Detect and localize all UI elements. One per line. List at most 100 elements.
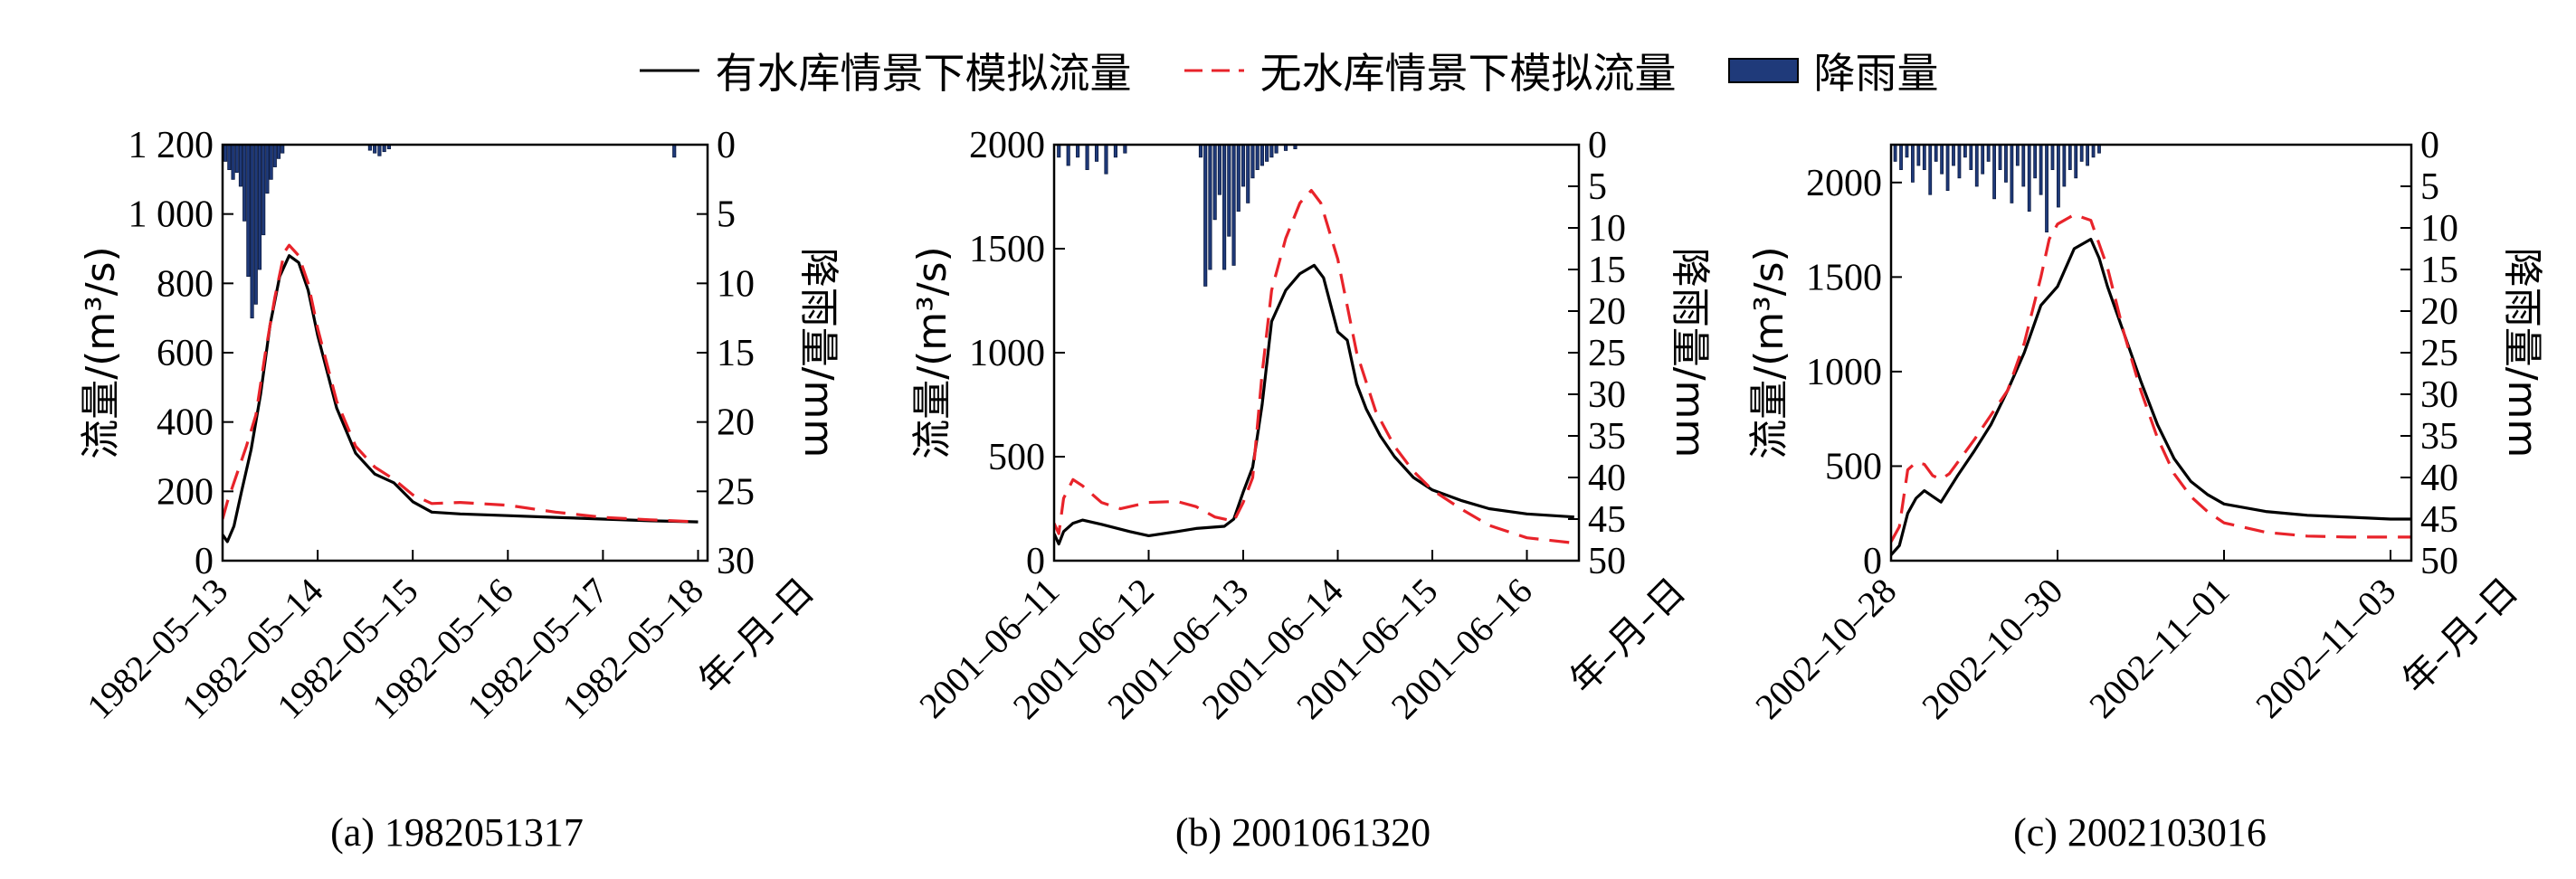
rainfall-bar [1945, 145, 1950, 191]
y2-tick-label: 10 [2420, 208, 2458, 250]
legend-label-with-reservoir: 有水库情景下模拟流量 [715, 49, 1132, 98]
rainfall-bar [382, 145, 386, 153]
rainfall-bar [253, 145, 258, 305]
rainfall-bar [1255, 145, 1259, 171]
rainfall-bar [2062, 145, 2067, 187]
legend-item-without-reservoir: 无水库情景下模拟流量 [1183, 41, 1677, 100]
rainfall-bar [2021, 145, 2026, 187]
y2-tick-label: 35 [1588, 416, 1626, 458]
rainfall-bar [2010, 145, 2014, 203]
rainfall-bar [1123, 145, 1127, 154]
legend-label-rainfall: 降雨量 [1813, 49, 1939, 98]
legend-label-without-reservoir: 无水库情景下模拟流量 [1259, 49, 1677, 98]
rainfall-bar [1928, 145, 1933, 195]
x-tick-label: 2002–11–01 [2081, 571, 2237, 726]
y-tick-label: 1500 [969, 229, 1045, 270]
y2-tick-label: 25 [717, 471, 755, 513]
rainfall-bar [1222, 145, 1227, 270]
rainfall-bar [373, 145, 377, 154]
rainfall-bar [2050, 145, 2055, 171]
rainfall-bar [2086, 145, 2090, 166]
rainfall-bar [1085, 145, 1089, 171]
panel-caption: (c) 2002103016 [2013, 810, 2267, 855]
y2-tick-label: 20 [2420, 291, 2458, 333]
rainfall-bar [2039, 145, 2043, 195]
rainfall-bar [2057, 145, 2060, 208]
y-tick-label: 2000 [969, 125, 1045, 166]
series-line-with-reservoir [223, 254, 699, 543]
y2-tick-label: 10 [717, 263, 755, 305]
rainfall-bar [367, 145, 372, 151]
legend-dashed-line-swatch [1183, 69, 1244, 72]
series-line-without-reservoir [223, 243, 699, 524]
rainfall-bar [1974, 145, 1979, 187]
rainfall-bar [1911, 145, 1915, 183]
series-line-without-reservoir [1891, 213, 2411, 543]
rainfall-bar [1283, 145, 1288, 151]
x-tick-label: 2002–10–28 [1747, 571, 1904, 727]
chart-panel-3: 0500100015002000051015202530354045502002… [1746, 125, 2545, 855]
rainfall-bar [1940, 145, 1944, 175]
rainfall-bar [2015, 145, 2020, 166]
rainfall-bar [1969, 145, 1973, 171]
rainfall-bar [1227, 145, 1231, 237]
y2-tick-label: 0 [1588, 125, 1607, 166]
rainfall-bar [2027, 145, 2031, 212]
y-tick-label: 1 200 [128, 125, 214, 166]
y-axis-label: 流量/(m³/s) [909, 246, 955, 458]
rainfall-bar [250, 145, 254, 319]
x-axis-label: 年–月–日 [2394, 571, 2526, 703]
rainfall-bar [1998, 145, 2002, 171]
rainfall-bar [1922, 145, 1926, 171]
rainfall-bar [261, 145, 266, 236]
rainfall-bar [1957, 145, 1962, 179]
rainfall-bar [672, 145, 677, 158]
rainfall-bar [242, 145, 247, 222]
y-tick-label: 600 [157, 333, 214, 374]
legend-bar-swatch [1727, 58, 1799, 83]
rainfall-bar [1198, 145, 1203, 158]
rainfall-bar [1246, 145, 1250, 203]
x-axis-label: 年–月–日 [690, 571, 822, 703]
rainfall-bar [265, 145, 270, 194]
rainfall-bar [1240, 145, 1246, 187]
rainfall-bar [1250, 145, 1255, 179]
y2-tick-label: 30 [2420, 374, 2458, 416]
y2-tick-label: 0 [2420, 125, 2439, 166]
rainfall-bar [1217, 145, 1221, 195]
panel-caption: (b) 2001061320 [1175, 810, 1431, 855]
rainfall-bar [223, 145, 228, 162]
flow-lines [1054, 189, 1574, 546]
y-axis-label: 流量/(m³/s) [78, 246, 124, 458]
rainfall-bar [1269, 145, 1274, 158]
y2-tick-label: 20 [717, 402, 755, 444]
rainfall-bar [2097, 145, 2101, 154]
rainfall-bar [280, 145, 285, 154]
rainfall-bar [2091, 145, 2096, 158]
panel-caption: (a) 1982051317 [330, 810, 584, 855]
y2-tick-label: 45 [2420, 499, 2458, 541]
rainfall-bars [1893, 145, 2101, 232]
rainfall-bars [223, 145, 677, 319]
rainfall-bar [1094, 145, 1099, 162]
y2-tick-label: 25 [1588, 333, 1626, 374]
y2-tick-label: 40 [1588, 458, 1626, 499]
legend-solid-line-swatch [639, 69, 699, 72]
y2-tick-label: 25 [2420, 333, 2458, 374]
rainfall-bars [1057, 145, 1298, 287]
rainfall-bar [257, 145, 262, 270]
y2-tick-label: 20 [1588, 291, 1626, 333]
y-tick-label: 1500 [1806, 257, 1882, 298]
y2-tick-label: 45 [1588, 499, 1626, 541]
rainfall-bar [2074, 145, 2078, 179]
rainfall-bar [377, 145, 382, 156]
rainfall-bar [238, 145, 243, 187]
y2-tick-label: 15 [2420, 250, 2458, 291]
rainfall-bar [1208, 145, 1212, 270]
rainfall-bar [1066, 145, 1070, 166]
x-tick-label: 2002–10–30 [1914, 571, 2070, 727]
rainfall-bar [1986, 145, 1991, 162]
y2-tick-label: 50 [1588, 541, 1626, 582]
